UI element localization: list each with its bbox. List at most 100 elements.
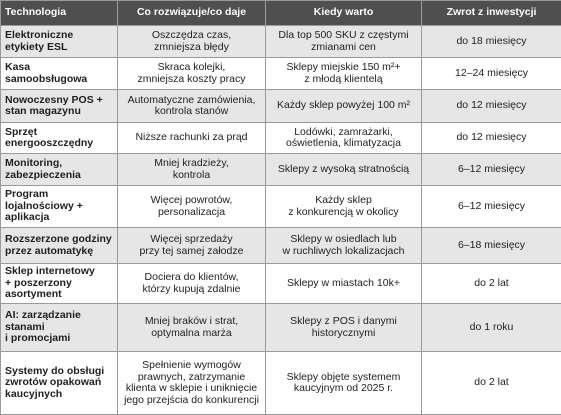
cell-text: oświetlenia, klimatyzacja — [270, 138, 417, 150]
cell-text: Oszczędza czas, — [122, 30, 261, 42]
table-cell: Sklepy miejskie 150 m²+z młodą klientelą — [266, 58, 422, 90]
table-cell: do 18 miesięcy — [422, 26, 561, 58]
cell-text: kaucyjnym od 2025 r. — [270, 383, 417, 395]
table-cell: Każdy sklep powyżej 100 m² — [266, 90, 422, 123]
cell-text: Sklepy w miastach 10k+ — [270, 278, 417, 290]
cell-text: Mniej braków i strat, — [122, 316, 261, 328]
cell-text: Każdy sklep — [270, 195, 417, 207]
table-cell: do 12 miesięcy — [422, 123, 561, 154]
cell-text: optymalna marża — [122, 328, 261, 340]
cell-text: asortyment — [5, 289, 113, 301]
cell-text: Kasa — [5, 62, 113, 74]
cell-text: Każdy sklep powyżej 100 m² — [270, 100, 417, 112]
table-cell: Automatyczne zamówienia,kontrola stanów — [118, 90, 266, 123]
table-cell: Sklepy z wysoką stratnością — [266, 154, 422, 186]
cell-text: 12–24 miesięcy — [426, 68, 557, 80]
cell-text: w ruchliwych lokalizacjach — [270, 246, 417, 258]
cell-text: zabezpieczenia — [5, 170, 113, 182]
cell-text: kaucyjnych — [5, 389, 113, 401]
cell-text: zmniejsza koszty pracy — [122, 74, 261, 86]
table-cell: Więcej powrotów,personalizacja — [118, 186, 266, 228]
cell-text: kontrola stanów — [122, 106, 261, 118]
cell-text: jego przejścia do konkurencji — [122, 395, 261, 407]
cell-text: 6–12 miesięcy — [426, 164, 557, 176]
cell-text: Sklepy z POS i danymi — [270, 316, 417, 328]
table-cell: Mniej kradzieży,kontrola — [118, 154, 266, 186]
cell-text: 6–18 miesięcy — [426, 240, 557, 252]
cell-text: Więcej sprzedaży — [122, 234, 261, 246]
table-cell: do 2 lat — [422, 264, 561, 304]
table-cell: Oszczędza czas,zmniejsza błędy — [118, 26, 266, 58]
table-cell: Nowoczesny POS +stan magazynu — [1, 90, 118, 123]
table-cell: Dociera do klientów,którzy kupują zdalni… — [118, 264, 266, 304]
header-cell: Co rozwiązuje/co daje — [118, 1, 266, 26]
table-cell: 6–12 miesięcy — [422, 154, 561, 186]
cell-text: zmianami cen — [270, 42, 417, 54]
cell-text: Dociera do klientów, — [122, 272, 261, 284]
cell-text: samoobsługowa — [5, 74, 113, 86]
cell-text: Sklepy z wysoką stratnością — [270, 164, 417, 176]
header-cell: Technologia — [1, 1, 118, 26]
cell-text: do 18 miesięcy — [426, 36, 557, 48]
cell-text: do 2 lat — [426, 278, 557, 290]
cell-text: przy tej samej załodze — [122, 246, 261, 258]
cell-text: przez automatykę — [5, 246, 113, 258]
cell-text: personalizacja — [122, 207, 261, 219]
cell-text: historycznymi — [270, 328, 417, 340]
cell-text: którzy kupują zdalnie — [122, 284, 261, 296]
table-cell: Skraca kolejki,zmniejsza koszty pracy — [118, 58, 266, 90]
table-cell: Sklepy w miastach 10k+ — [266, 264, 422, 304]
cell-text: energooszczędny — [5, 138, 113, 150]
cell-text: i promocjami — [5, 333, 113, 345]
cell-text: aplikacja — [5, 212, 113, 224]
cell-text: Monitoring, — [5, 158, 113, 170]
cell-text: etykiety ESL — [5, 42, 113, 54]
table-cell: Monitoring,zabezpieczenia — [1, 154, 118, 186]
table-cell: 6–12 miesięcy — [422, 186, 561, 228]
header-cell: Zwrot z inwestycji — [422, 1, 561, 26]
cell-text: z młodą klientelą — [270, 74, 417, 86]
header-cell: Kiedy warto — [266, 1, 422, 26]
cell-text: Więcej powrotów, — [122, 195, 261, 207]
cell-text: Sklepy w osiedlach lub — [270, 234, 417, 246]
cell-text: Elektroniczne — [5, 30, 113, 42]
cell-text: kontrola — [122, 170, 261, 182]
table-cell: 12–24 miesięcy — [422, 58, 561, 90]
cell-text: zmniejsza błędy — [122, 42, 261, 54]
cell-text: do 1 roku — [426, 322, 557, 334]
cell-text: Skraca kolejki, — [122, 62, 261, 74]
cell-text: do 2 lat — [426, 377, 557, 389]
cell-text: klienta w sklepie i uniknięcie — [122, 383, 261, 395]
cell-text: Rozszerzone godziny — [5, 234, 113, 246]
table-cell: Niższe rachunki za prąd — [118, 123, 266, 154]
table-cell: Mniej braków i strat,optymalna marża — [118, 304, 266, 352]
cell-text: do 12 miesięcy — [426, 100, 557, 112]
table-cell: Lodówki, zamrażarki,oświetlenia, klimaty… — [266, 123, 422, 154]
cell-text: 6–12 miesięcy — [426, 201, 557, 213]
